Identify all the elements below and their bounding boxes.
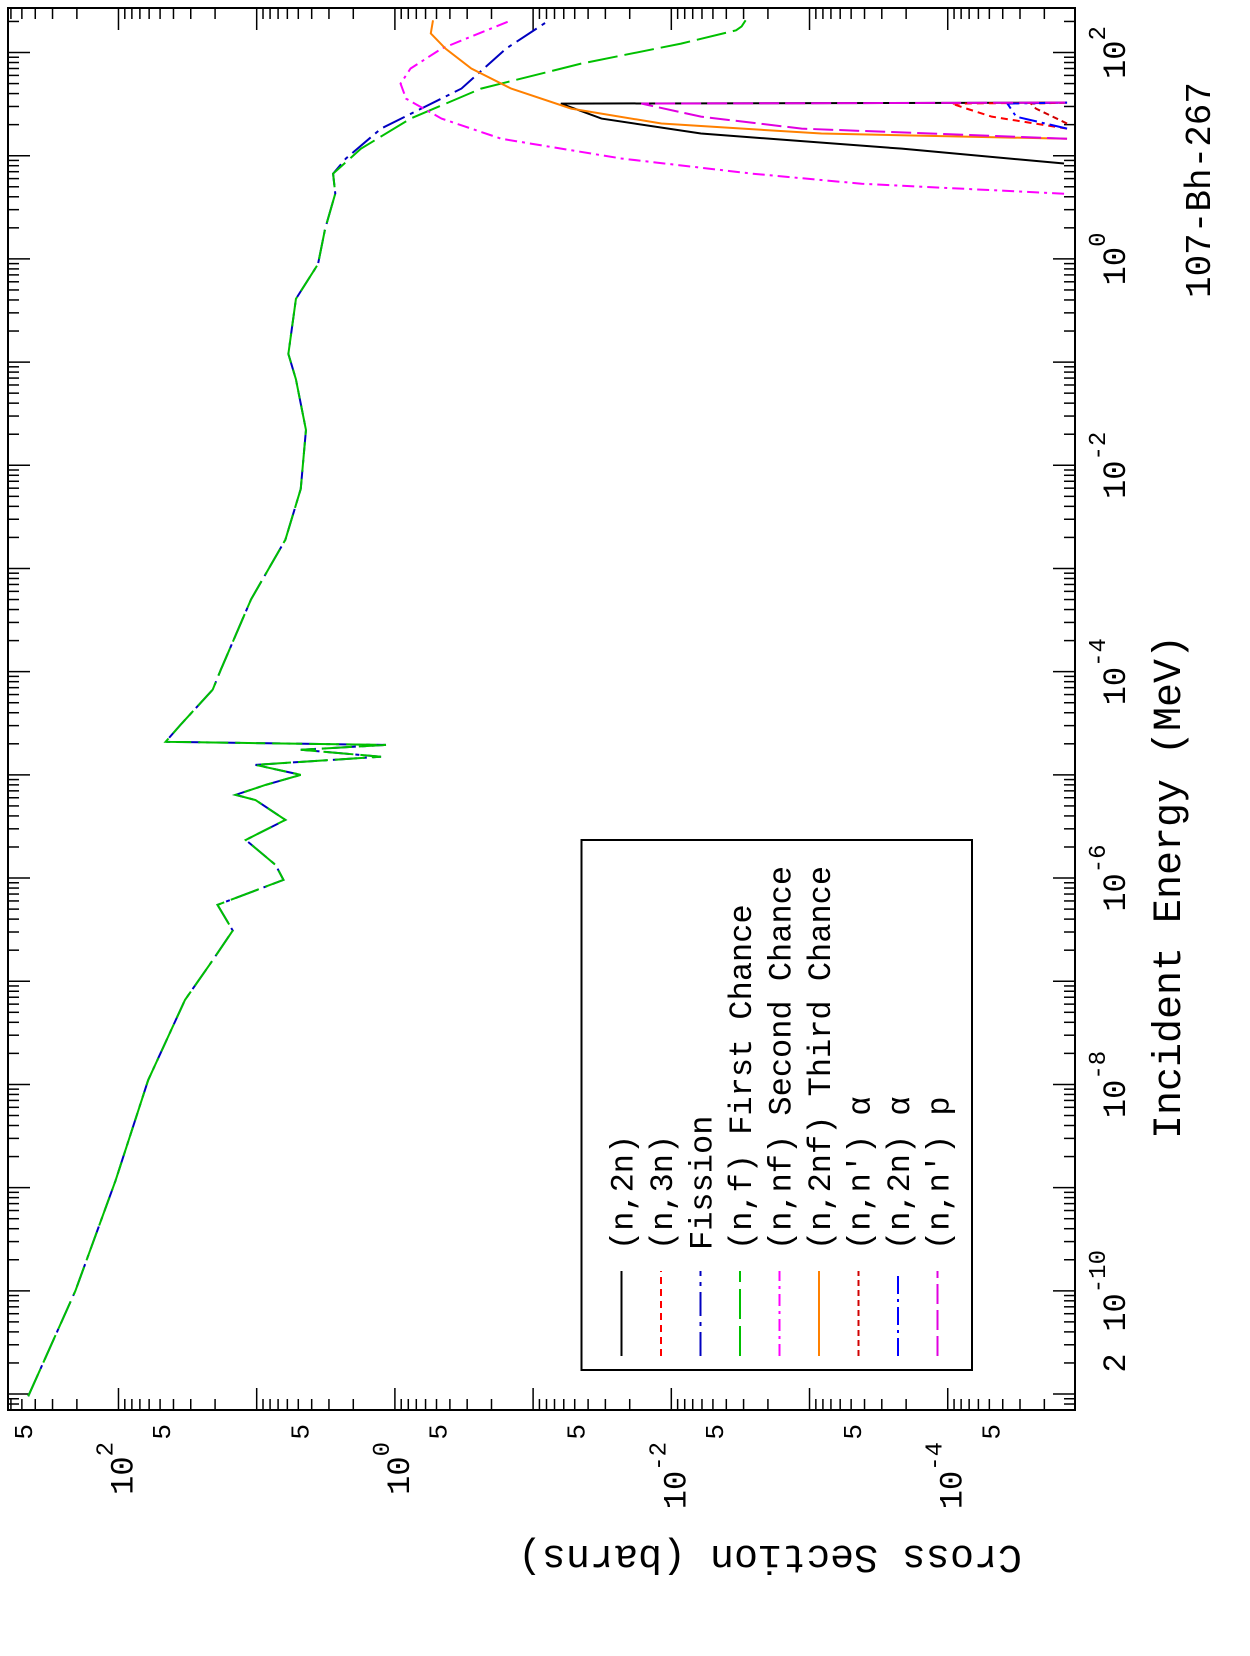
y-tick-label-base: 5 <box>977 1424 1007 1440</box>
y-tick-label-base: 5 <box>148 1424 178 1440</box>
x-tick-label-base: 10 <box>1098 41 1135 79</box>
x-tick-label: 102 <box>1086 26 1135 79</box>
y-axis-label: Cross Section (barns) <box>518 1533 1022 1578</box>
y-tick-label-exponent: -4 <box>923 1442 950 1471</box>
series-line <box>429 20 1068 140</box>
legend-label: (n,nf) Second Chance <box>764 866 801 1250</box>
x-tick-label: 10-8 <box>1086 1051 1135 1118</box>
y-tick-label: 5 <box>10 1424 40 1440</box>
x-tick-label: 10-4 <box>1086 638 1135 705</box>
x-tick-label-base: 10 <box>1098 1080 1135 1118</box>
x-tick-label: 100 <box>1086 232 1135 285</box>
x-tick-label: 2 <box>1098 1353 1135 1372</box>
x-tick-label-exponent: -8 <box>1086 1051 1113 1080</box>
y-tick-label-base: 10 <box>382 1456 419 1494</box>
legend-label: (n,2n) α <box>882 1096 919 1250</box>
y-tick-label: 100 <box>370 1442 419 1495</box>
x-tick-label-exponent: 0 <box>1086 232 1113 246</box>
y-tick-label: 10-4 <box>923 1442 972 1509</box>
x-tick-label-base: 10 <box>1098 873 1135 911</box>
legend-box <box>580 839 973 1371</box>
y-tick-label-exponent: 0 <box>370 1442 397 1456</box>
y-tick-label-base: 5 <box>839 1424 869 1440</box>
y-tick-label: 5 <box>839 1424 869 1440</box>
y-tick-label: 5 <box>286 1424 316 1440</box>
x-tick-label-base: 10 <box>1098 460 1135 498</box>
x-tick-label-exponent: -4 <box>1086 638 1113 667</box>
y-tick-label: 5 <box>148 1424 178 1440</box>
rotated-plot: Incident Energy (MeV) 107-Bh-267 Cross S… <box>7 7 1221 1578</box>
legend-label: (n,n') p <box>922 1096 959 1250</box>
y-tick-label: 102 <box>93 1442 142 1495</box>
series-line <box>951 101 1068 130</box>
chart-title: 107-Bh-267 <box>1180 82 1221 298</box>
legend-label: (n,n') α <box>843 1096 880 1250</box>
y-tick-label-base: 5 <box>286 1424 316 1440</box>
x-tick-label-exponent: 2 <box>1086 26 1113 40</box>
legend-label: (n,2nf) Third Chance <box>803 866 840 1250</box>
y-tick-label-base: 5 <box>563 1424 593 1440</box>
plot-frame <box>7 7 1076 1411</box>
y-tick-label-base: 10 <box>105 1456 142 1494</box>
legend-label: (n,2n) <box>606 1135 643 1250</box>
x-axis-label: Incident Energy (MeV) <box>1148 635 1193 1139</box>
y-tick-label-base: 5 <box>701 1424 731 1440</box>
x-tick-label-exponent: -6 <box>1086 844 1113 873</box>
x-tick-label-exponent: -10 <box>1086 1250 1113 1293</box>
y-tick-label: 10-2 <box>646 1442 695 1509</box>
series-line <box>399 19 1065 195</box>
x-tick-label-base: 10 <box>1098 1293 1135 1331</box>
series-line <box>27 19 550 1397</box>
y-tick-label-base: 5 <box>10 1424 40 1440</box>
x-tick-label-exponent: -2 <box>1086 432 1113 461</box>
y-tick-label: 5 <box>701 1424 731 1440</box>
legend-label: Fission <box>685 1116 722 1250</box>
y-tick-label-base: 10 <box>935 1471 972 1509</box>
y-tick-label: 5 <box>977 1424 1007 1440</box>
x-tick-label-base: 10 <box>1098 247 1135 285</box>
y-tick-label: 5 <box>425 1424 455 1440</box>
plot-area <box>27 19 1068 1397</box>
y-tick-label-base: 5 <box>425 1424 455 1440</box>
x-tick-label: 10-2 <box>1086 432 1135 499</box>
series-line <box>27 19 747 1397</box>
x-tick-label: 10-6 <box>1086 844 1135 911</box>
y-tick-label-exponent: 2 <box>93 1442 120 1456</box>
legend-label: (n,3n) <box>645 1135 682 1250</box>
x-tick-label-base: 2 <box>1098 1353 1135 1372</box>
x-tick-label-base: 10 <box>1098 667 1135 705</box>
legend-label: (n,f) First Chance <box>724 904 761 1250</box>
series-line <box>641 101 1068 140</box>
y-tick-label: 5 <box>563 1424 593 1440</box>
y-tick-label-exponent: -2 <box>646 1442 673 1471</box>
x-tick-label: 10-10 <box>1086 1250 1135 1332</box>
y-tick-label-base: 10 <box>658 1471 695 1509</box>
